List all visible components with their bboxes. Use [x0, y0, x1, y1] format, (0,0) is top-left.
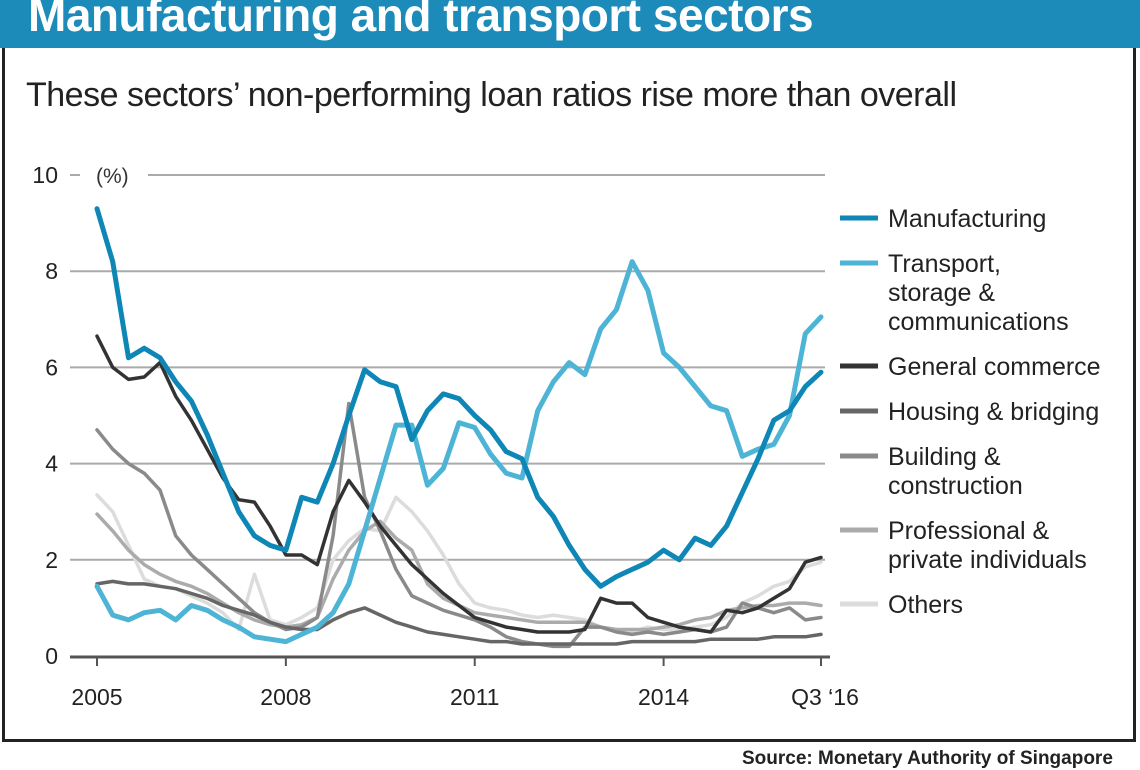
chart-frame [2, 48, 1136, 742]
x-tick-label: 2014 [638, 684, 689, 710]
y-tick-label: 2 [45, 547, 58, 573]
y-tick-label: 0 [45, 643, 58, 669]
legend-label: storage & [888, 279, 995, 307]
series-line-general-commerce [95, 334, 823, 634]
chart-title: Manufacturing and transport sectors [28, 0, 814, 41]
legend-label: private individuals [888, 546, 1087, 574]
source-note: Source: Monetary Authority of Singapore [742, 748, 1113, 770]
source-text: Monetary Authority of Singapore [818, 748, 1113, 769]
y-tick-label: 8 [45, 258, 58, 284]
legend-label: communications [888, 308, 1069, 336]
legend-label: Professional & [888, 517, 1050, 545]
source-label: Source: [742, 748, 813, 769]
legend-label: Transport, [888, 250, 1001, 278]
series-line-transport-storage-communications [94, 259, 824, 645]
y-axis-unit-label: (%) [96, 165, 129, 188]
series-line-manufacturing [94, 206, 824, 589]
series-line-others [95, 493, 823, 634]
legend-label: Housing & bridging [888, 398, 1099, 426]
x-tick-label: 2005 [71, 684, 122, 710]
legend-label: General commerce [888, 353, 1101, 381]
x-tick-label: Q3 ‘16 [791, 684, 859, 710]
y-tick-label: 6 [45, 354, 58, 380]
y-tick-label: 4 [45, 451, 58, 477]
chart-subtitle: These sectors’ non-performing loan ratio… [26, 76, 957, 114]
legend-label: Manufacturing [888, 205, 1046, 233]
legend-label: Others [888, 591, 963, 619]
x-tick-label: 2008 [260, 684, 311, 710]
series-line-housing-bridging [95, 579, 823, 646]
legend-label: construction [888, 472, 1023, 500]
x-tick-label: 2011 [450, 684, 499, 710]
title-banner: Manufacturing and transport sectors [0, 0, 1140, 48]
y-tick-label: 10 [32, 162, 58, 188]
legend-label: Building & [888, 443, 1001, 471]
